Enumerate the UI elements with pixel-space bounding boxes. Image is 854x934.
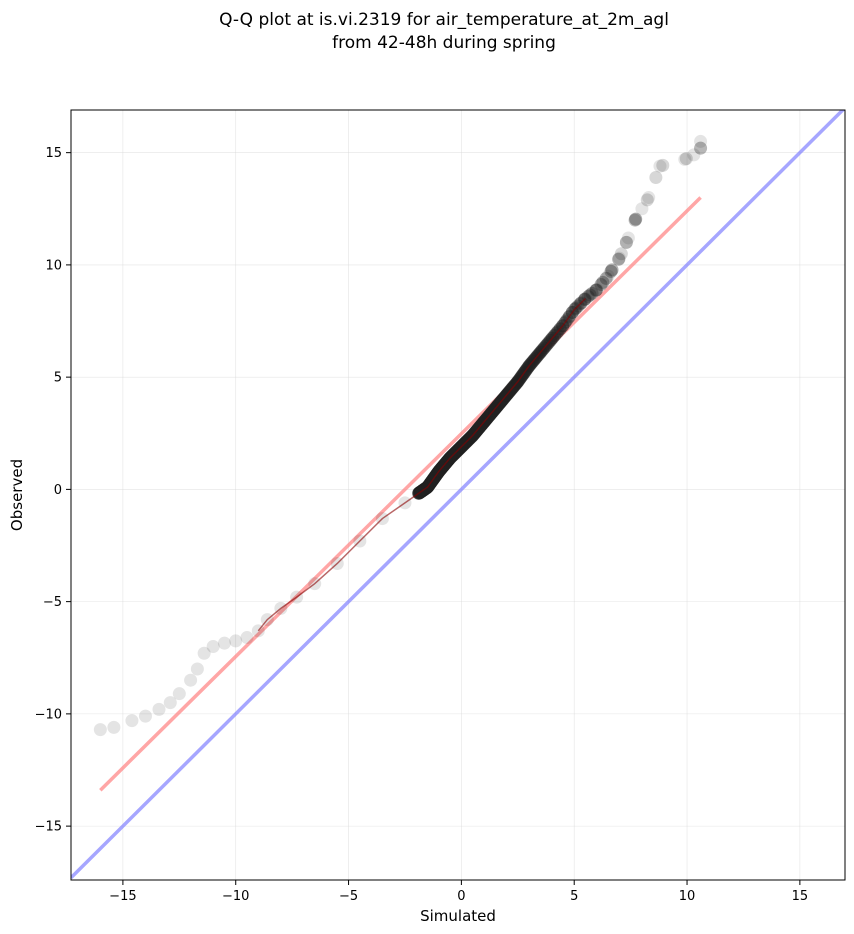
data-point bbox=[619, 235, 633, 249]
data-point bbox=[197, 646, 211, 660]
data-point bbox=[594, 278, 608, 292]
data-point bbox=[172, 687, 186, 701]
data-point bbox=[585, 286, 599, 300]
data-point bbox=[628, 213, 642, 227]
data-point bbox=[621, 231, 635, 245]
data-point bbox=[229, 634, 243, 648]
data-point bbox=[590, 283, 604, 297]
data-point bbox=[629, 212, 643, 226]
data-point bbox=[93, 723, 107, 737]
data-point bbox=[640, 193, 654, 207]
x-tick-label: 5 bbox=[570, 889, 578, 904]
data-point bbox=[190, 662, 204, 676]
y-axis-label: Observed bbox=[8, 459, 26, 531]
data-point bbox=[125, 714, 139, 728]
data-point bbox=[599, 271, 613, 285]
data-point bbox=[206, 640, 220, 654]
central-trace bbox=[257, 298, 587, 632]
grid-lines bbox=[71, 110, 845, 880]
data-point bbox=[656, 158, 670, 172]
data-point bbox=[642, 191, 656, 205]
data-point bbox=[601, 269, 615, 283]
data-point bbox=[635, 202, 649, 216]
data-point bbox=[217, 636, 231, 650]
x-tick-label: −15 bbox=[109, 889, 136, 904]
data-point bbox=[694, 141, 708, 155]
identity-line bbox=[71, 110, 845, 879]
y-tick-label: −15 bbox=[35, 820, 62, 835]
data-point bbox=[653, 159, 667, 173]
y-tick-label: −10 bbox=[35, 707, 62, 722]
x-tick-label: 10 bbox=[679, 889, 696, 904]
data-point bbox=[649, 170, 663, 184]
data-point bbox=[687, 148, 701, 162]
x-tick-label: 0 bbox=[457, 889, 465, 904]
data-points bbox=[93, 134, 708, 737]
data-point bbox=[694, 141, 708, 155]
y-tick-label: 0 bbox=[54, 483, 62, 498]
data-point bbox=[596, 275, 610, 289]
data-point bbox=[612, 252, 626, 266]
data-point bbox=[694, 134, 708, 148]
x-tick-label: 15 bbox=[792, 889, 809, 904]
y-tick-label: 15 bbox=[45, 146, 62, 161]
x-tick-label: −10 bbox=[222, 889, 249, 904]
data-point bbox=[678, 152, 692, 166]
reference-lines bbox=[71, 110, 845, 879]
data-point bbox=[240, 631, 254, 645]
y-tick-label: −5 bbox=[43, 595, 62, 610]
data-point bbox=[679, 152, 693, 166]
data-point bbox=[605, 263, 619, 277]
data-point bbox=[628, 213, 642, 227]
data-point bbox=[583, 288, 597, 302]
data-point bbox=[694, 141, 708, 155]
data-point bbox=[138, 709, 152, 723]
y-tick-label: 5 bbox=[54, 371, 62, 386]
data-point bbox=[604, 264, 618, 278]
x-axis-label: Simulated bbox=[420, 907, 496, 925]
x-axis: −15 −10 −5 0 5 10 15 bbox=[109, 880, 808, 904]
y-axis: −15 −10 −5 0 5 10 15 bbox=[35, 146, 71, 835]
chart-title-line-1: Q-Q plot at is.vi.2319 for air_temperatu… bbox=[219, 10, 669, 30]
chart-title-line-2: from 42-48h during spring bbox=[332, 33, 556, 53]
data-point bbox=[163, 696, 177, 710]
y-tick-label: 10 bbox=[45, 258, 62, 273]
x-tick-label: −5 bbox=[339, 889, 358, 904]
data-point bbox=[589, 283, 603, 297]
data-point bbox=[614, 247, 628, 261]
data-point bbox=[107, 720, 121, 734]
fit-line bbox=[99, 196, 702, 792]
data-point bbox=[589, 283, 603, 297]
data-point bbox=[184, 673, 198, 687]
data-point bbox=[152, 702, 166, 716]
data-point bbox=[612, 251, 626, 265]
plot-frame bbox=[70, 109, 846, 881]
